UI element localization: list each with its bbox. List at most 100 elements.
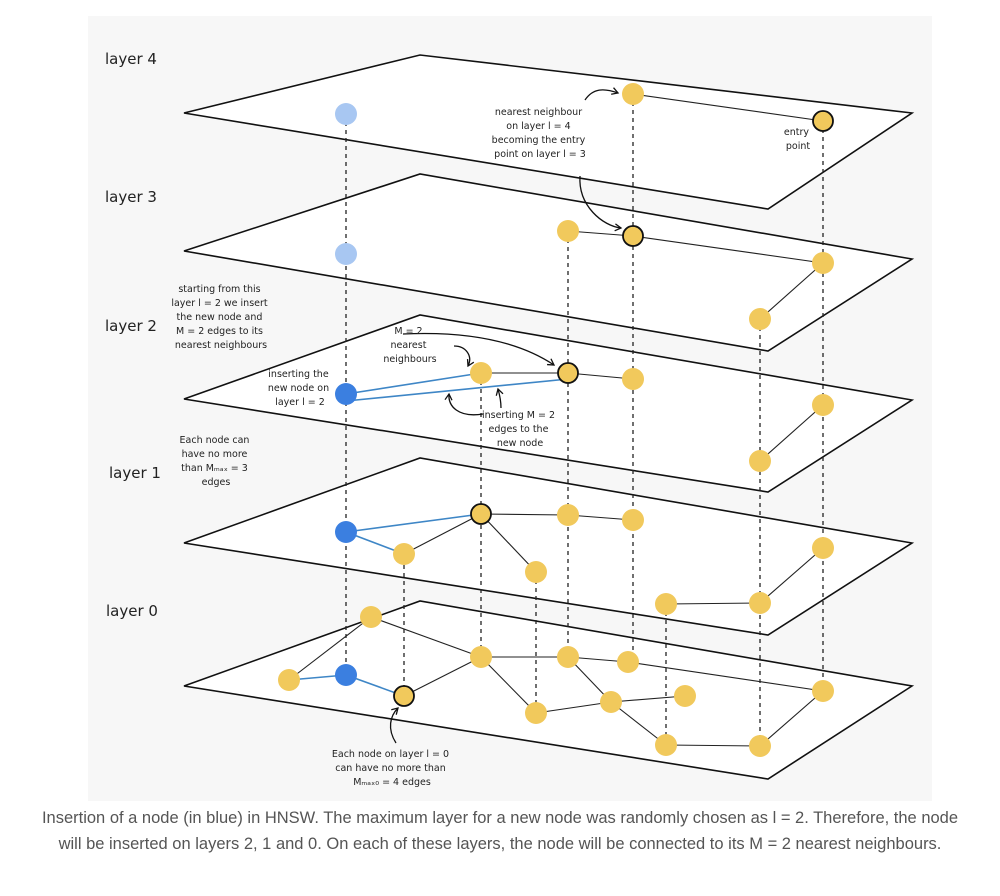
arrow — [402, 332, 556, 366]
annotation-line: entry — [784, 127, 809, 138]
edge — [480, 513, 537, 573]
node — [622, 83, 644, 105]
annotation-line: starting from this — [178, 284, 260, 295]
edge — [480, 513, 569, 516]
new-node — [335, 521, 357, 543]
layer-1-plane — [183, 457, 915, 636]
edge — [759, 547, 824, 604]
annotation-line: Each node on layer l = 0 — [332, 749, 449, 760]
new-edge — [345, 372, 482, 395]
annotation-line: Each node can — [180, 435, 250, 446]
annotation-line: new node on — [268, 383, 329, 394]
hnsw-figure: layer 4 layer 3 layer 2 layer 1 layer 0 … — [88, 16, 932, 801]
layer-2-label: layer 2 — [105, 317, 157, 335]
annotation-line: nearest — [391, 340, 427, 351]
node — [600, 691, 622, 713]
annotation-entry-point: entry point — [784, 127, 812, 152]
annotation-line: M = 2 — [394, 326, 422, 337]
edge — [480, 656, 537, 714]
node — [812, 252, 834, 274]
node — [812, 394, 834, 416]
annotation-line: inserting M = 2 — [482, 410, 555, 421]
node — [525, 561, 547, 583]
layer-2-plane — [183, 314, 915, 493]
annotation-line: becoming the entry — [492, 135, 586, 146]
node — [655, 593, 677, 615]
annotation-inserting-node: inserting the new node on layer l = 2 — [268, 369, 332, 408]
node — [617, 651, 639, 673]
node — [470, 646, 492, 668]
annotation-line: neighbours — [383, 354, 436, 365]
annotation-line: layer l = 2 we insert — [171, 298, 268, 309]
annotation-line: than Mₘₐₓ = 3 — [181, 463, 248, 474]
annotation-line: Mₘₐₓ₀ = 4 edges — [353, 777, 431, 788]
annotation-max-edges: Each node can have no more than Mₘₐₓ = 3… — [180, 435, 253, 488]
annotation-line: point — [786, 141, 811, 152]
edge — [665, 602, 761, 605]
node — [812, 680, 834, 702]
entry-point-node — [622, 225, 644, 247]
edge — [370, 616, 482, 658]
annotation-m2-nearest: M = 2 nearest neighbours — [383, 326, 436, 365]
entry-point-node — [557, 362, 579, 384]
new-edge — [345, 378, 569, 402]
annotation-line: edges to the — [489, 424, 549, 435]
edge — [665, 744, 761, 747]
edge — [610, 701, 667, 746]
new-node-ghost — [335, 243, 357, 265]
annotation-inserting-edges: inserting M = 2 edges to the new node — [482, 410, 558, 449]
edge — [535, 701, 612, 714]
annotation-line: layer l = 2 — [275, 397, 325, 408]
node — [557, 220, 579, 242]
new-edge — [345, 513, 482, 533]
node — [812, 537, 834, 559]
annotation-layer0-edges: Each node on layer l = 0 can have no mor… — [332, 749, 452, 788]
node — [622, 368, 644, 390]
annotation-line: can have no more than — [335, 763, 445, 774]
entry-point-node — [470, 503, 492, 525]
layer-0-plane — [183, 600, 915, 780]
node — [749, 592, 771, 614]
layer-4-plane — [183, 54, 915, 210]
layer-3-label: layer 3 — [105, 188, 157, 206]
edge — [759, 262, 824, 320]
arrow — [389, 707, 399, 744]
annotation-line: nearest neighbours — [175, 340, 267, 351]
node — [674, 685, 696, 707]
entry-point-node — [393, 685, 415, 707]
annotation-line: edges — [202, 477, 231, 488]
figure-caption: Insertion of a node (in blue) in HNSW. T… — [41, 809, 959, 853]
arrow — [584, 87, 620, 101]
arrow — [444, 392, 484, 416]
node — [470, 362, 492, 384]
annotation-line: point on layer l = 3 — [494, 149, 586, 160]
edge — [627, 661, 824, 692]
node — [749, 308, 771, 330]
hnsw-diagram: layer 4 layer 3 layer 2 layer 1 layer 0 … — [105, 50, 915, 788]
new-node-ghost — [335, 103, 357, 125]
node — [525, 702, 547, 724]
arrow — [453, 345, 475, 368]
layer-3-plane — [183, 173, 915, 352]
edge — [759, 404, 824, 462]
node — [655, 734, 677, 756]
node — [557, 646, 579, 668]
edge — [632, 235, 824, 264]
node — [622, 509, 644, 531]
node — [360, 606, 382, 628]
node — [749, 450, 771, 472]
edge — [759, 690, 824, 747]
annotation-line: M = 2 edges to its — [176, 326, 263, 337]
annotation-line: the new node and — [177, 312, 263, 323]
node — [278, 669, 300, 691]
annotation-nearest-neighbour: nearest neighbour on layer l = 4 becomin… — [492, 107, 589, 160]
edge — [610, 695, 686, 703]
edge — [403, 656, 482, 697]
node — [749, 735, 771, 757]
edge — [632, 93, 824, 122]
layer-1-label: layer 1 — [109, 464, 161, 482]
annotation-line: nearest neighbour — [495, 107, 582, 118]
edge — [288, 616, 372, 681]
layer-4-label: layer 4 — [105, 50, 157, 68]
new-node — [335, 664, 357, 686]
